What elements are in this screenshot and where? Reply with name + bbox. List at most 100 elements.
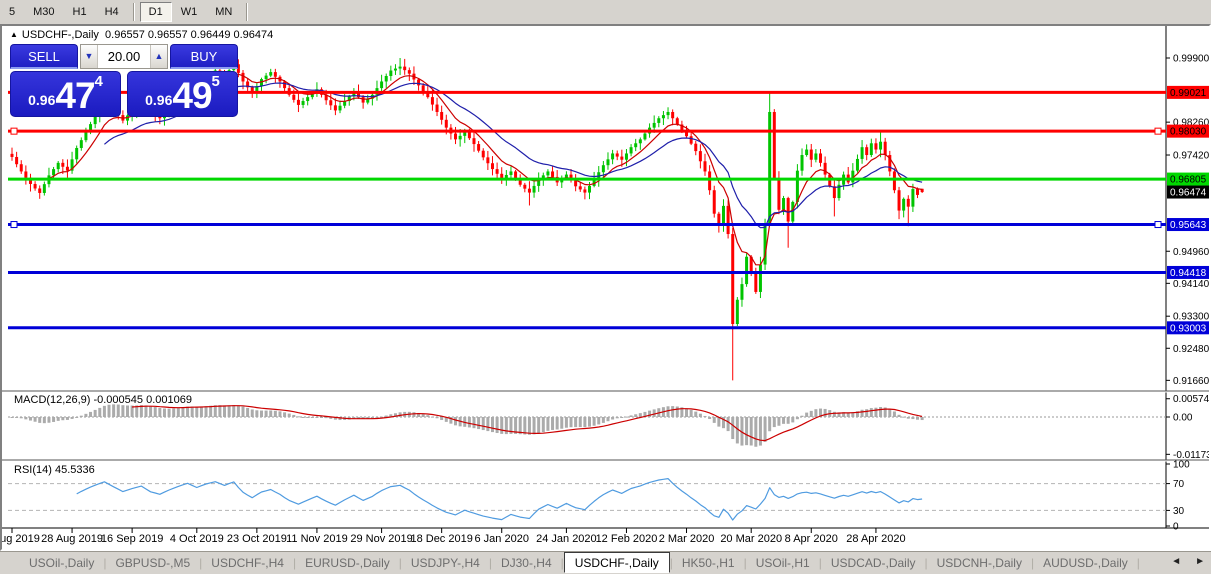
tab-gbpusd-m5[interactable]: GBPUSD-,M5: [115, 556, 191, 570]
y-axis-label: 0.92480: [1173, 344, 1209, 355]
timeframe-button-d1[interactable]: D1: [139, 2, 172, 22]
macd-histogram-bar: [79, 415, 83, 417]
macd-histogram-bar: [832, 411, 836, 417]
macd-histogram-bar: [500, 417, 504, 434]
collapse-triangle-icon[interactable]: ▲: [10, 30, 18, 39]
candle-body-down: [357, 91, 360, 98]
candle-body-down: [680, 124, 684, 131]
candle-body-up: [264, 75, 268, 80]
timeframe-button-5[interactable]: 5: [0, 2, 24, 22]
macd-histogram-bar: [430, 416, 434, 418]
price-level-badge-label: 0.95643: [1170, 220, 1207, 231]
candle-body-down: [403, 66, 407, 71]
tab-usdchf-h4[interactable]: USDCHF-,H4: [211, 556, 284, 570]
macd-histogram-bar: [916, 417, 920, 420]
volume-increase-button[interactable]: ▲: [150, 45, 167, 68]
macd-histogram-bar: [24, 417, 28, 420]
macd-histogram-bar: [139, 405, 143, 417]
tab-audusd-daily[interactable]: AUDUSD-,Daily: [1043, 556, 1128, 570]
sell-button[interactable]: SELL: [10, 44, 78, 69]
tab-usdcnh-daily[interactable]: USDCNH-,Daily: [936, 556, 1022, 570]
candle-body-up: [758, 264, 762, 292]
macd-histogram-bar: [800, 415, 804, 417]
price-level-badge: [1167, 172, 1209, 186]
tab-separator: |: [924, 556, 928, 570]
tab-separator: |: [1030, 556, 1035, 570]
macd-histogram-bar: [218, 405, 222, 417]
macd-histogram-bar: [315, 417, 319, 418]
candle-body-up: [606, 159, 610, 166]
candle-body-down: [65, 166, 69, 171]
candle-body-up: [306, 97, 310, 102]
macd-histogram-bar: [685, 408, 689, 417]
y-axis-label: 0.93300: [1173, 312, 1209, 323]
macd-histogram-bar: [763, 417, 767, 442]
macd-histogram-bar: [28, 417, 32, 421]
tab-scroll-right-icon[interactable]: ►: [1195, 556, 1205, 567]
macd-histogram-bar: [745, 417, 749, 446]
price-level-badge: [1167, 124, 1209, 138]
candle-body-down: [749, 256, 753, 273]
tab-scroll-left-icon[interactable]: ◄: [1171, 556, 1182, 567]
chart-title: ▲ USDCHF-,Daily 0.96557 0.96557 0.96449 0…: [10, 29, 273, 41]
candle-body-down: [698, 151, 702, 162]
macd-histogram-bar: [477, 417, 481, 430]
price-level-badge: [1167, 321, 1209, 335]
macd-histogram-bar: [643, 411, 647, 417]
tab-dj30-h4[interactable]: DJ30-,H4: [500, 556, 552, 570]
price-level-badge: [1167, 218, 1209, 232]
level-anchor: [10, 127, 18, 135]
candle-body-down: [865, 147, 869, 156]
tab-eurusd-daily[interactable]: EURUSD-,Daily: [305, 556, 390, 570]
macd-histogram-bar: [749, 417, 753, 446]
timeframe-button-h4[interactable]: H4: [96, 2, 128, 22]
candle-body-up: [763, 225, 767, 265]
candle-body-up: [638, 139, 642, 144]
rsi-axis-label: 100: [1173, 460, 1190, 471]
tab-usdchf-daily[interactable]: USDCHF-,Daily: [563, 551, 670, 573]
candle-body-down: [832, 186, 836, 199]
macd-histogram-bar: [527, 417, 531, 435]
buy-button[interactable]: BUY: [170, 44, 238, 69]
volume-input[interactable]: [98, 45, 150, 68]
candle-body-up: [398, 66, 402, 69]
timeframe-button-m30[interactable]: M30: [24, 2, 63, 22]
candle-body-down: [333, 105, 337, 111]
x-axis-label: 12 Feb 2020: [596, 533, 658, 545]
macd-histogram-bar: [246, 407, 250, 417]
macd-histogram-bar: [902, 416, 906, 418]
candle-body-down: [527, 188, 531, 193]
tab-hk50-h1[interactable]: HK50-,H1: [681, 556, 735, 570]
sell-price-display[interactable]: 0.96 47 4: [10, 71, 121, 117]
tab-usoil-h1[interactable]: USOil-,H1: [755, 556, 810, 570]
candle-body-down: [236, 64, 240, 73]
tab-usdjpy-h4[interactable]: USDJPY-,H4: [410, 556, 480, 570]
timeframe-button-mn[interactable]: MN: [206, 2, 241, 22]
macd-histogram-bar: [116, 404, 120, 417]
y-axis-label: 0.94140: [1173, 279, 1209, 290]
symbol-tabbar: USOil-,Daily | GBPUSD-,M5 | USDCHF-,H4 | EURUS…: [0, 551, 1211, 574]
macd-histogram-bar: [61, 417, 65, 421]
macd-histogram-bar: [837, 412, 841, 417]
x-axis-label: 16 Sep 2019: [101, 533, 163, 545]
tab-usoil-daily[interactable]: USOil-,Daily: [29, 556, 95, 570]
candle-body-down: [569, 174, 573, 181]
macd-histogram-bar: [227, 405, 231, 417]
tab-usdcad-daily[interactable]: USDCAD-,Daily: [830, 556, 916, 570]
timeframe-button-w1[interactable]: W1: [172, 2, 207, 22]
macd-histogram-bar: [167, 408, 171, 417]
volume-decrease-button[interactable]: ▼: [81, 45, 98, 68]
macd-histogram-bar: [158, 408, 162, 417]
level-anchor: [1154, 127, 1162, 135]
chart-symbol-period: USDCHF-,Daily: [21, 29, 99, 41]
macd-histogram-bar: [772, 417, 776, 428]
buy-price-display[interactable]: 0.96 49 5: [127, 71, 238, 117]
timeframe-button-h1[interactable]: H1: [64, 2, 96, 22]
candle-body-up: [384, 75, 388, 82]
x-axis-label: 11 Nov 2019: [286, 533, 348, 545]
macd-histogram-bar: [324, 417, 328, 419]
candle-body-up: [301, 101, 305, 105]
macd-histogram-bar: [532, 417, 536, 435]
macd-histogram-bar: [172, 408, 176, 417]
tab-separator: |: [398, 556, 402, 570]
